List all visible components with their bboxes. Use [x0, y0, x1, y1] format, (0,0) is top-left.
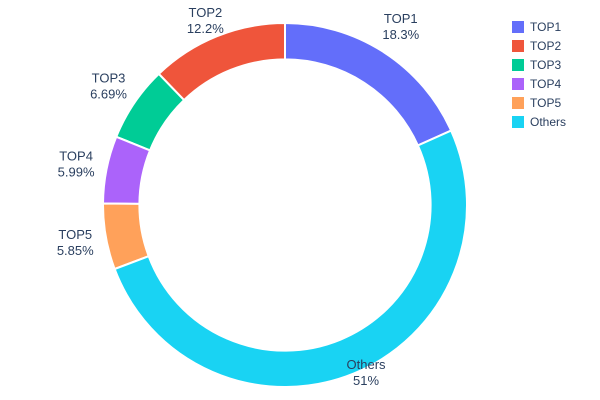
legend: TOP1 TOP2 TOP3 TOP4 TOP5 Others — [512, 20, 566, 129]
pie-slice-top4[interactable] — [101, 135, 152, 205]
slice-label-top4: TOP4 5.99% — [58, 148, 95, 179]
legend-label: Others — [530, 115, 567, 129]
pie-slice-top1[interactable] — [284, 21, 453, 147]
legend-item-top4[interactable]: TOP4 — [512, 77, 566, 91]
legend-swatch-others — [512, 116, 524, 128]
slice-label-top5: TOP5 5.85% — [57, 227, 94, 258]
slice-label-others: Others 51% — [347, 357, 387, 388]
legend-item-top2[interactable]: TOP2 — [512, 39, 566, 53]
legend-label: TOP3 — [530, 58, 562, 72]
slice-label-top3: TOP3 6.69% — [90, 71, 127, 102]
pie-slice-top3[interactable] — [114, 72, 186, 152]
slice-label-top1: TOP1 18.3% — [382, 11, 419, 42]
pie-slice-top2[interactable] — [157, 21, 286, 102]
legend-item-top3[interactable]: TOP3 — [512, 58, 566, 72]
legend-swatch-top3 — [512, 59, 524, 71]
legend-item-top5[interactable]: TOP5 — [512, 96, 566, 110]
slice-label-top2: TOP2 12.2% — [187, 5, 224, 36]
legend-item-top1[interactable]: TOP1 — [512, 20, 566, 34]
legend-label: TOP4 — [530, 77, 562, 91]
legend-label: TOP1 — [530, 20, 562, 34]
legend-item-others[interactable]: Others — [512, 115, 566, 129]
pie-slice-top5[interactable] — [102, 202, 150, 271]
legend-swatch-top4 — [512, 78, 524, 90]
legend-swatch-top5 — [512, 97, 524, 109]
legend-swatch-top1 — [512, 21, 524, 33]
legend-label: TOP2 — [530, 39, 562, 53]
pie-slice-others[interactable] — [113, 129, 468, 388]
legend-swatch-top2 — [512, 40, 524, 52]
legend-label: TOP5 — [530, 96, 562, 110]
